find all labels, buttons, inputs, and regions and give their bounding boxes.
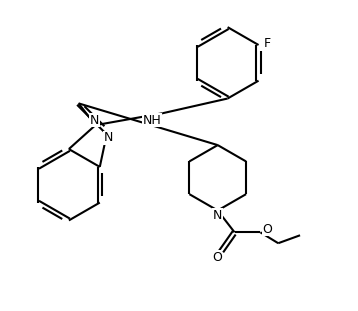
Text: O: O — [262, 223, 272, 236]
Text: N: N — [213, 209, 222, 222]
Text: N: N — [90, 114, 99, 127]
Text: NH: NH — [143, 114, 161, 127]
Text: O: O — [212, 251, 222, 264]
Text: F: F — [264, 36, 271, 49]
Text: N: N — [103, 132, 113, 144]
